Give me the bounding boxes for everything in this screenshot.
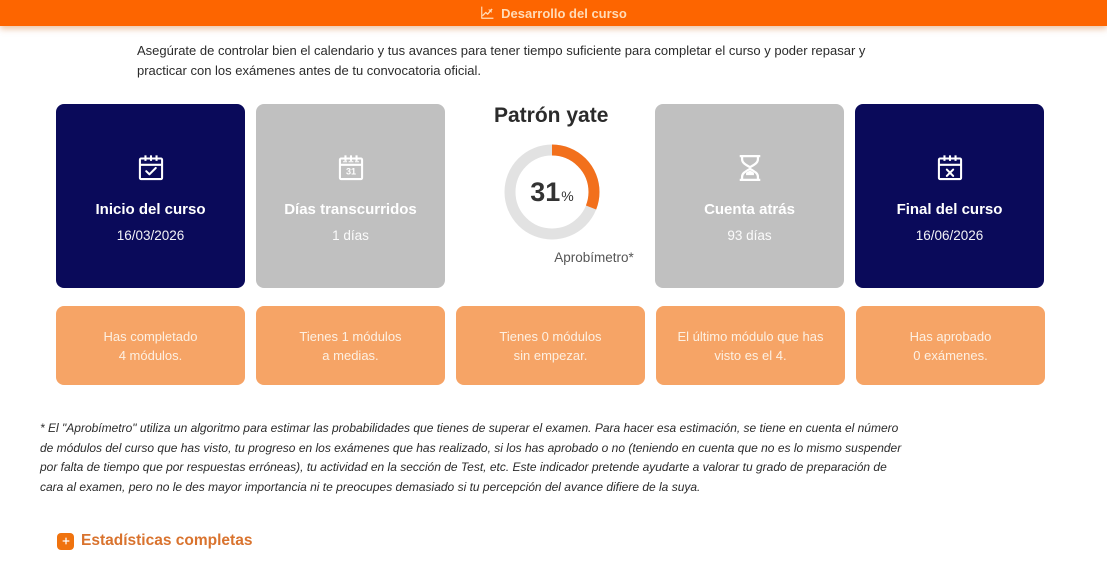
svg-text:31: 31 xyxy=(345,167,355,177)
